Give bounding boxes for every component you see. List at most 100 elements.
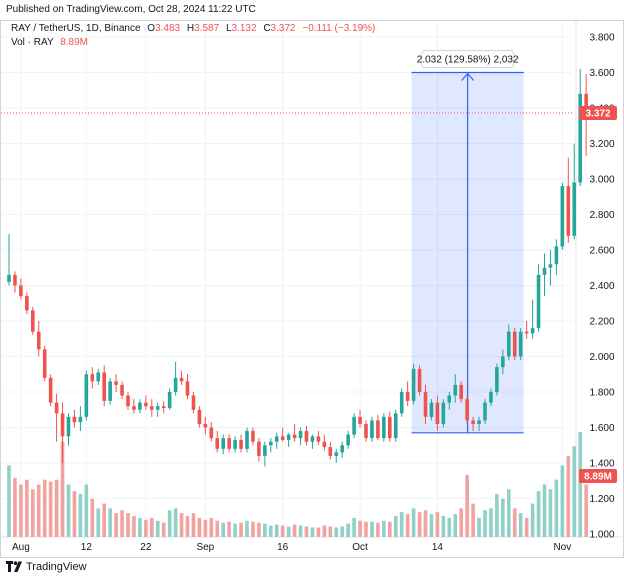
legend-open-label: O — [147, 23, 155, 34]
candle — [173, 361, 178, 396]
candle-body — [274, 436, 279, 442]
candle — [274, 432, 279, 449]
candle — [102, 365, 106, 407]
candle — [524, 321, 529, 339]
measure-tool[interactable]: 2.032 (129.58%) 2,032 — [411, 50, 524, 434]
candle-body — [120, 384, 124, 396]
legend-volume-label: Vol · RAY — [11, 37, 54, 48]
candle-body — [501, 356, 505, 368]
candle — [66, 413, 71, 446]
volume-bar — [489, 508, 493, 537]
candle-body — [155, 406, 160, 410]
candle-body — [90, 374, 95, 382]
x-tick-label: 22 — [140, 542, 152, 553]
candle — [435, 395, 440, 432]
candle — [483, 399, 487, 424]
candle — [388, 411, 392, 442]
candle — [197, 406, 202, 428]
candle-body — [376, 420, 380, 439]
y-tick-label: 3.600 — [589, 68, 614, 79]
volume-bar — [441, 516, 446, 537]
y-tick-label: 2.800 — [589, 210, 614, 221]
volume-bar — [31, 489, 35, 537]
volume-bar — [298, 525, 303, 537]
candle — [304, 425, 309, 446]
legend-close-value: 3.372 — [271, 23, 296, 34]
time-axis[interactable]: Aug 12 22 Sep 16 Oct 14 Nov — [12, 542, 571, 553]
candle-body — [191, 395, 196, 410]
candle — [572, 143, 577, 240]
candle — [292, 423, 297, 442]
candle-body — [316, 436, 321, 442]
candle — [263, 441, 267, 467]
candle — [155, 402, 160, 417]
candle — [215, 431, 220, 453]
volume-bar — [36, 484, 41, 537]
volume-bar — [310, 527, 315, 537]
candle — [447, 392, 452, 410]
candle — [310, 434, 315, 449]
volume-bar — [340, 526, 344, 537]
candle — [191, 392, 196, 414]
volume-bar — [191, 513, 196, 537]
candle — [19, 278, 23, 300]
candle — [203, 416, 208, 435]
candle — [298, 427, 303, 446]
volume-bar — [173, 508, 178, 537]
candle — [530, 299, 535, 339]
volume-bar — [578, 432, 582, 537]
candle — [239, 434, 243, 453]
y-tick-label: 1.600 — [589, 423, 614, 434]
candle — [167, 388, 172, 410]
candles — [7, 68, 588, 467]
volume-bar — [19, 484, 23, 537]
volume-bar — [7, 465, 11, 537]
candle — [376, 415, 380, 440]
volume-bar — [13, 477, 17, 537]
candle-body — [507, 331, 511, 357]
candle — [465, 395, 469, 424]
candle — [423, 384, 428, 424]
volume-bar — [465, 474, 469, 537]
volume-bar — [161, 522, 166, 537]
volume-bar — [370, 521, 374, 537]
candle — [25, 292, 29, 314]
candle — [90, 367, 95, 389]
x-tick-label: Sep — [196, 542, 214, 553]
volume-bar — [60, 441, 65, 537]
candle-body — [221, 438, 225, 449]
candle — [346, 431, 350, 449]
candle — [560, 182, 565, 250]
candle-body — [78, 416, 83, 423]
candle — [352, 413, 356, 439]
volume-bar — [150, 517, 154, 537]
volume-bar — [501, 498, 505, 537]
volume-bar — [54, 479, 59, 537]
candle-body — [346, 434, 350, 446]
candle-body — [465, 399, 469, 421]
footer-brand: TradingView — [26, 561, 87, 573]
candle-body — [578, 93, 582, 183]
measure-arrow-head — [461, 72, 475, 81]
candle-body — [13, 274, 17, 286]
x-tick-label: 16 — [277, 542, 289, 553]
candle — [548, 250, 553, 286]
candle — [161, 400, 166, 414]
candle-body — [358, 416, 362, 424]
volume-bar — [530, 503, 535, 537]
candle — [72, 409, 77, 428]
candle-body — [423, 392, 428, 417]
volume-bar — [126, 513, 130, 537]
candle-body — [548, 264, 553, 268]
legend-open-value: 3.483 — [155, 23, 180, 34]
volume-bar — [269, 525, 273, 537]
candle — [179, 370, 184, 385]
volume-bar — [221, 522, 225, 537]
candle — [150, 399, 154, 417]
candle — [144, 395, 148, 410]
candle-body — [411, 368, 416, 401]
y-tick-label: 3.000 — [589, 175, 614, 186]
volume-bar — [144, 519, 148, 537]
candle-body — [48, 377, 53, 403]
